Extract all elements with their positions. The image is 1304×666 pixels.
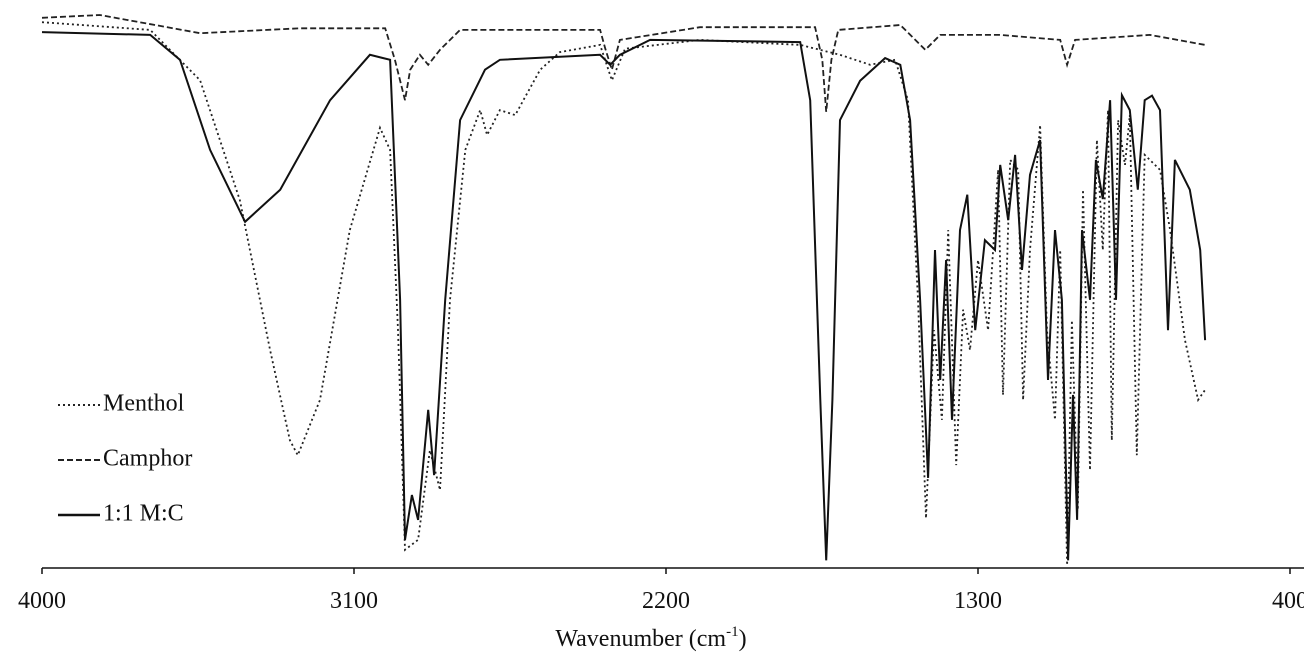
x-tick-label: 3100: [330, 588, 378, 614]
legend-label: Menthol: [103, 391, 185, 417]
legend-label: 1:1 M:C: [103, 501, 184, 527]
x-tick-label: 1300: [954, 588, 1002, 614]
spectrum-line: [41, 21, 1206, 566]
x-tick-label: 2200: [642, 588, 690, 614]
x-tick-label: 400: [1272, 588, 1304, 614]
spectrum-line: [41, 31, 1207, 561]
x-axis-label-main: Wavenumber (cm: [555, 626, 726, 652]
legend-label: Camphor: [103, 446, 192, 472]
x-tick-label: 4000: [18, 588, 66, 614]
x-axis-label-sup: -1: [726, 624, 739, 640]
x-axis-label: Wavenumber (cm-1): [555, 624, 746, 652]
spectrum-line: [41, 14, 1206, 112]
x-axis-label-close: ): [739, 626, 747, 652]
